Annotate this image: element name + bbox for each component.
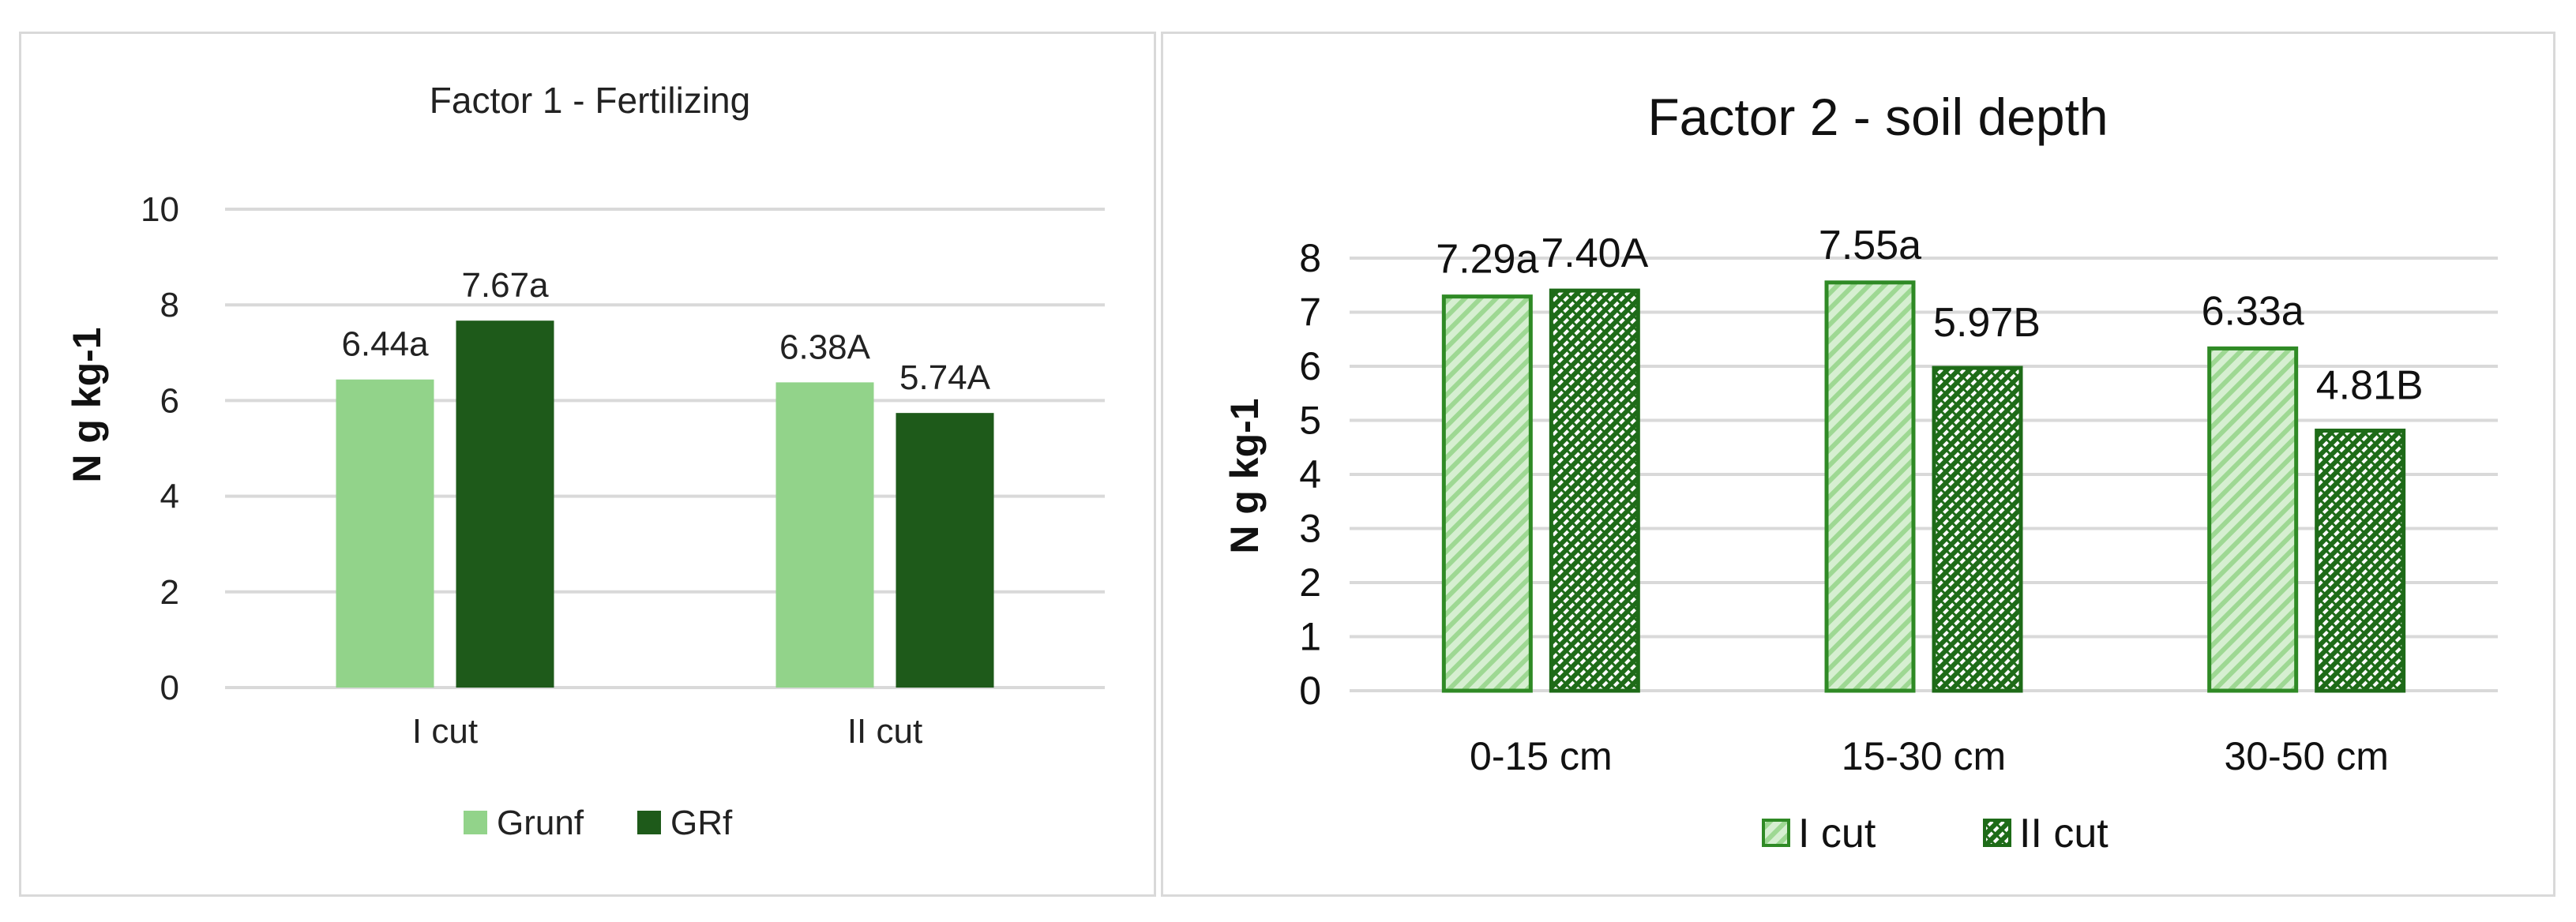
chart-panel-soil-depth: Factor 2 - soil depth N g kg-1 0 1 2 3 4 5 6 7 8… [1161,32,2555,897]
bar-i-cut [2207,346,2299,693]
soil-depth-chart: Factor 2 - soil depth N g kg-1 0 1 2 3 4 5 6 7 8… [1222,88,2498,856]
data-label: 7.40A [1541,230,1648,276]
y-tick-label: 0 [160,669,179,707]
x-tick-label: 30-50 cm [2224,734,2388,778]
y-tick-label: 6 [1299,344,1321,388]
legend-label: I cut [1798,811,1876,856]
y-tick-label: 6 [160,381,179,420]
y-tick-label: 4 [1299,452,1321,497]
y-tick-label: 1 [1299,615,1321,659]
bar-ii-cut [1549,288,1640,693]
data-label: 4.81B [2316,363,2424,409]
y-tick-label: 3 [1299,507,1321,551]
data-label: 5.97B [1933,300,2041,346]
data-label: 6.38A [779,328,871,366]
y-tick-label: 8 [1299,236,1321,280]
legend-label: Grunf [497,804,584,842]
y-axis-label: N g kg-1 [1222,398,1267,553]
bar-grf [896,413,994,688]
x-tick-label: 15-30 cm [1842,734,2006,778]
bar-grunf [775,382,874,688]
data-label: 6.33a [2202,288,2304,334]
data-label: 5.74A [899,358,991,397]
y-tick-label: 7 [1299,290,1321,335]
data-label: 7.55a [1819,223,1921,268]
bar-grf [456,320,554,688]
data-label: 6.44a [341,325,429,364]
y-axis-label: N g kg-1 [65,327,109,482]
legend-swatch-grf [637,811,661,834]
bar-ii-cut [2315,429,2406,693]
x-tick-label: 0-15 cm [1470,734,1613,778]
bar-i-cut [1441,294,1533,693]
y-tick-label: 4 [160,478,179,516]
bar-ii-cut [1932,365,2023,693]
legend-label: II cut [2019,811,2108,856]
y-tick-label: 2 [1299,560,1321,605]
bar-i-cut [1824,280,1916,693]
x-tick-label: I cut [412,712,478,751]
legend-swatch-i-cut [1762,819,1790,847]
legend-label: GRf [670,804,733,842]
y-tick-label: 2 [160,573,179,612]
x-tick-label: II cut [847,712,922,751]
chart-title: Factor 2 - soil depth [1647,88,2108,146]
y-tick-label: 0 [1299,669,1321,713]
chart-title: Factor 1 - Fertilizing [430,80,750,121]
bar-grunf [336,379,434,688]
legend-swatch-grunf [464,811,487,834]
legend-swatch-ii-cut [1983,819,2011,847]
y-tick-label: 5 [1299,399,1321,443]
data-label: 7.29a [1436,237,1538,283]
data-label: 7.67a [461,266,549,305]
y-tick-label: 10 [141,190,179,229]
y-tick-label: 8 [160,286,179,324]
fertilizing-chart: Factor 1 - Fertilizing N g kg-1 0 2 4 6 8 10 6… [65,80,1105,842]
chart-panel-fertilizing: Factor 1 - Fertilizing N g kg-1 0 2 4 6 8 10 6… [19,32,1156,897]
